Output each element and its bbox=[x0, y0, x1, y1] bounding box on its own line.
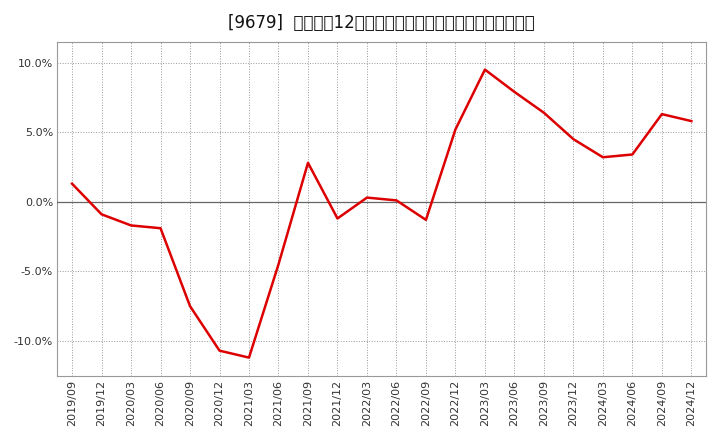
Title: [9679]  売上高の12か月移動合計の対前年同期増減率の推移: [9679] 売上高の12か月移動合計の対前年同期増減率の推移 bbox=[228, 14, 535, 32]
